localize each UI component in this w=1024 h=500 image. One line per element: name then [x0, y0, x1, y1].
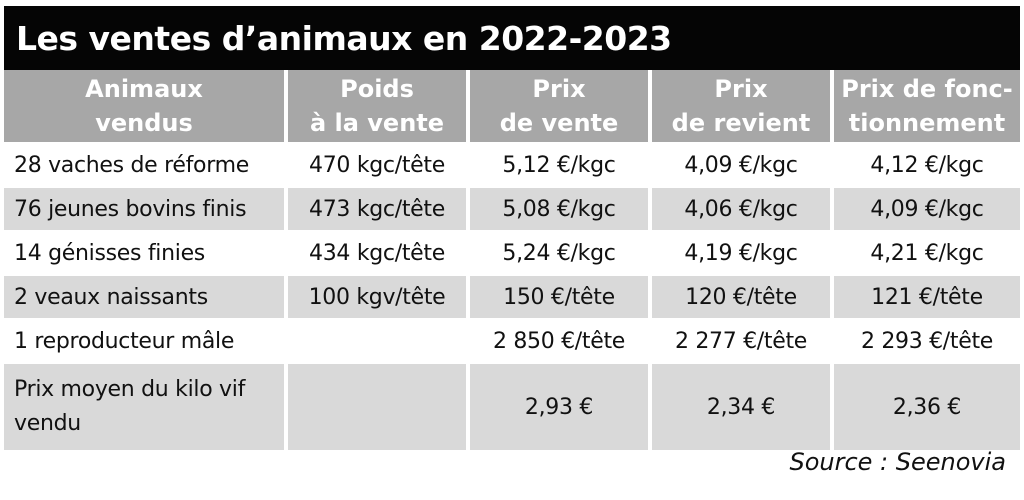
- table-row: 76 jeunes bovins finis 473 kgc/tête 5,08…: [4, 186, 1020, 231]
- header-prix-vente: Prix de vente: [466, 70, 650, 144]
- header-line: Poids: [340, 75, 414, 103]
- table-row: 14 génisses finies 434 kgc/tête 5,24 €/k…: [4, 230, 1020, 275]
- table-row: 28 vaches de réforme 470 kgc/tête 5,12 €…: [4, 142, 1020, 187]
- header-line: de revient: [671, 109, 811, 137]
- table-row-average: Prix moyen du kilo vif vendu 2,93 € 2,34…: [4, 362, 1020, 450]
- cell-prix-fonctionnement: 4,12 €/kgc: [830, 142, 1020, 187]
- title-bar: Les ventes d’animaux en 2022-2023: [4, 6, 1020, 70]
- cell-prix-fonctionnement: 2 293 €/tête: [830, 318, 1020, 363]
- cell-prix-revient: 2,34 €: [648, 362, 832, 450]
- table-row: 1 reproducteur mâle 2 850 €/tête 2 277 €…: [4, 318, 1020, 363]
- cell-prix-vente: 5,12 €/kgc: [466, 142, 650, 187]
- cell-animal: Prix moyen du kilo vif vendu: [4, 362, 286, 450]
- header-prix-fonctionnement: Prix de fonc- tionnement: [830, 70, 1020, 144]
- cell-animal: 76 jeunes bovins finis: [4, 186, 286, 231]
- cell-animal: 14 génisses finies: [4, 230, 286, 275]
- cell-prix-fonctionnement: 121 €/tête: [830, 274, 1020, 319]
- cell-prix-fonctionnement: 4,09 €/kgc: [830, 186, 1020, 231]
- cell-prix-fonctionnement: 4,21 €/kgc: [830, 230, 1020, 275]
- cell-poids: [284, 362, 468, 450]
- cell-poids: 434 kgc/tête: [284, 230, 468, 275]
- table-title: Les ventes d’animaux en 2022-2023: [16, 18, 672, 58]
- cell-prix-revient: 4,19 €/kgc: [648, 230, 832, 275]
- cell-prix-revient: 120 €/tête: [648, 274, 832, 319]
- cell-animal: 2 veaux naissants: [4, 274, 286, 319]
- header-line: de vente: [499, 109, 619, 137]
- cell-animal: 1 reproducteur mâle: [4, 318, 286, 363]
- cell-poids: 100 kgv/tête: [284, 274, 468, 319]
- cell-prix-fonctionnement: 2,36 €: [830, 362, 1020, 450]
- header-line: Prix: [714, 75, 768, 103]
- cell-prix-vente: 150 €/tête: [466, 274, 650, 319]
- sales-table: Animaux vendus Poids à la vente Prix de …: [4, 70, 1020, 450]
- header-row: Animaux vendus Poids à la vente Prix de …: [4, 70, 1020, 144]
- cell-prix-vente: 2,93 €: [466, 362, 650, 450]
- cell-prix-revient: 4,09 €/kgc: [648, 142, 832, 187]
- cell-prix-vente: 2 850 €/tête: [466, 318, 650, 363]
- header-line: à la vente: [309, 109, 445, 137]
- header-line: tionnement: [848, 109, 1006, 137]
- cell-prix-revient: 2 277 €/tête: [648, 318, 832, 363]
- header-animaux: Animaux vendus: [4, 70, 286, 144]
- source-credit: Source : Seenovia: [789, 448, 1006, 476]
- cell-poids: [284, 318, 468, 363]
- header-line: Prix de fonc-: [841, 75, 1013, 103]
- cell-prix-revient: 4,06 €/kgc: [648, 186, 832, 231]
- table-row: 2 veaux naissants 100 kgv/tête 150 €/têt…: [4, 274, 1020, 319]
- cell-poids: 473 kgc/tête: [284, 186, 468, 231]
- header-line: Animaux: [85, 75, 203, 103]
- cell-prix-vente: 5,08 €/kgc: [466, 186, 650, 231]
- cell-poids: 470 kgc/tête: [284, 142, 468, 187]
- header-line: Prix: [532, 75, 586, 103]
- cell-animal: 28 vaches de réforme: [4, 142, 286, 187]
- header-poids: Poids à la vente: [284, 70, 468, 144]
- header-prix-revient: Prix de revient: [648, 70, 832, 144]
- header-line: vendus: [95, 109, 193, 137]
- cell-prix-vente: 5,24 €/kgc: [466, 230, 650, 275]
